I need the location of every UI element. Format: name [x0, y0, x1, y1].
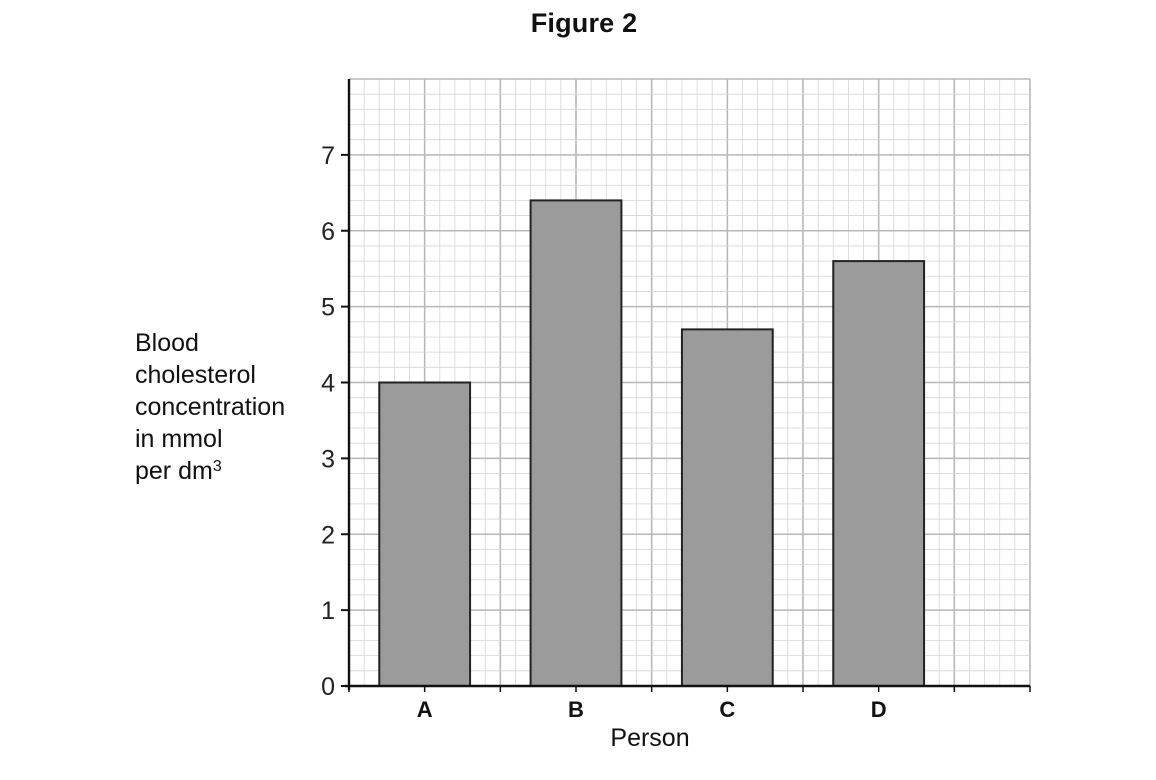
axes — [341, 79, 1031, 692]
y-tick-label: 0 — [321, 673, 335, 701]
x-tick-label: B — [568, 697, 584, 722]
y-tick-label: 1 — [321, 597, 335, 625]
y-tick-label: 7 — [321, 142, 335, 170]
x-tick-label: A — [417, 697, 433, 722]
y-tick-label: 2 — [321, 521, 335, 549]
y-tick-label: 3 — [321, 445, 335, 473]
y-axis-label-superscript: 3 — [212, 458, 222, 475]
y-axis-label: Blood cholesterol concentration in mmol … — [135, 327, 285, 487]
bar-A — [378, 381, 472, 687]
y-axis-label-unit: per dm — [135, 457, 213, 485]
figure-title: Figure 2 — [530, 8, 638, 38]
y-tick-label: 4 — [321, 370, 335, 398]
x-tick-label: C — [719, 697, 735, 722]
y-tick-label: 6 — [321, 218, 335, 246]
y-tick-label: 5 — [321, 294, 335, 322]
bar-D — [832, 260, 926, 687]
y-axis-label-line: Blood — [135, 329, 199, 357]
y-axis-label-line: concentration — [135, 393, 286, 421]
bar-C — [680, 328, 774, 687]
axis-tick-labels: A B C D 0 1 2 3 4 5 6 7 — [321, 142, 887, 722]
y-axis-label-line: cholesterol — [135, 361, 256, 389]
y-axis-label-line-last: per dm3 — [135, 455, 285, 487]
x-axis-label: Person — [610, 724, 690, 752]
bars — [378, 199, 926, 687]
x-tick-label: D — [871, 697, 887, 722]
y-axis-label-line: in mmol — [135, 425, 223, 453]
bar-B — [529, 199, 623, 687]
